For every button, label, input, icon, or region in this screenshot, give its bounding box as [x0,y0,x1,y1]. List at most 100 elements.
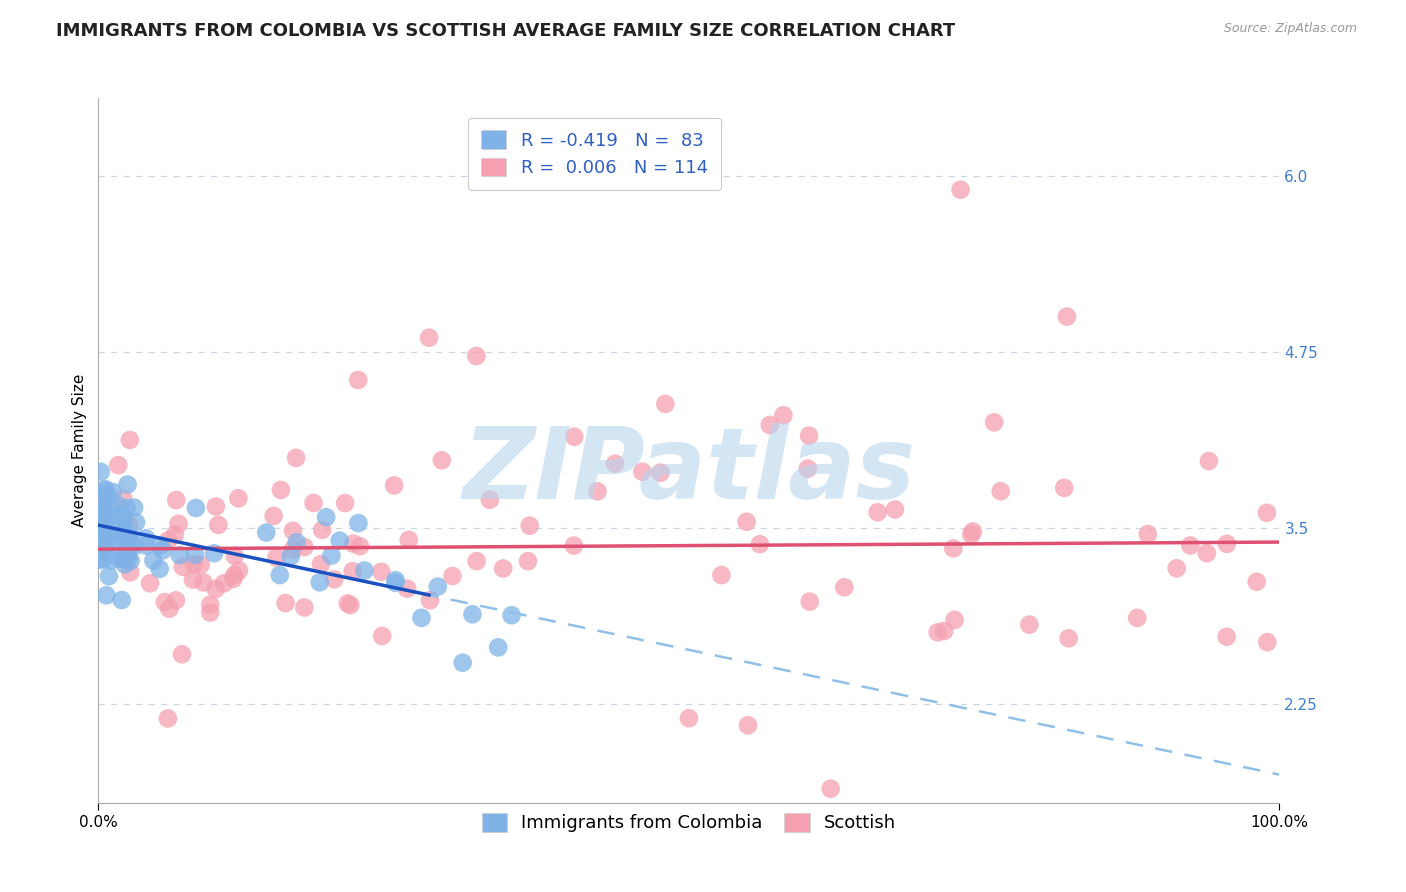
Point [207,517,229,532]
Point [112,551,135,566]
Point [737,718,759,732]
Point [96,510,118,524]
Point [274,596,297,610]
Point [94,483,117,497]
Point [942,541,965,556]
Point [631,465,654,479]
Point [98,528,121,542]
Point [90,465,112,479]
Point [292,540,315,554]
Point [108,551,131,566]
Point [228,491,250,506]
Point [419,593,441,607]
Point [315,510,337,524]
Point [349,539,371,553]
Point [135,531,157,545]
Point [167,516,190,531]
Point [384,573,406,587]
Point [107,458,129,472]
Point [149,562,172,576]
Point [370,565,392,579]
Point [353,564,375,578]
Point [398,533,420,547]
Point [1180,539,1202,553]
Point [172,559,194,574]
Point [96,588,118,602]
Point [371,629,394,643]
Point [170,647,193,661]
Point [202,546,225,560]
Point [820,781,842,796]
Point [1195,546,1218,560]
Point [98,526,121,541]
Point [94,543,117,558]
Point [118,541,141,556]
Point [321,549,343,563]
Point [650,466,672,480]
Point [93,508,115,522]
Point [384,575,406,590]
Point [112,491,135,506]
Point [117,477,139,491]
Point [943,613,966,627]
Point [285,450,308,465]
Point [254,525,277,540]
Point [1056,310,1078,324]
Point [342,536,364,550]
Point [157,602,180,616]
Point [281,542,304,557]
Point [1136,527,1159,541]
Point [960,527,983,541]
Point [104,533,127,547]
Point [114,547,136,561]
Point [654,397,676,411]
Point [285,535,308,549]
Point [115,500,138,515]
Point [308,575,330,590]
Point [118,533,141,547]
Point [329,533,352,548]
Point [184,548,207,562]
Point [118,433,141,447]
Point [107,499,129,513]
Point [163,527,186,541]
Point [135,539,157,553]
Point [934,624,956,638]
Point [115,552,138,566]
Point [157,533,180,548]
Point [927,625,949,640]
Point [735,515,758,529]
Point [347,373,370,387]
Point [799,594,821,608]
Point [224,549,246,563]
Point [1057,632,1080,646]
Point [382,478,405,492]
Point [149,538,172,552]
Point [91,525,114,540]
Point [222,572,245,586]
Point [112,510,135,524]
Point [87,553,110,567]
Point [1053,481,1076,495]
Point [270,483,292,497]
Point [94,523,117,537]
Point [430,453,453,467]
Point [205,500,228,514]
Legend: Immigrants from Colombia, Scottish: Immigrants from Colombia, Scottish [474,805,904,839]
Point [418,331,440,345]
Point [152,543,174,558]
Point [311,523,333,537]
Y-axis label: Average Family Size: Average Family Size [72,374,87,527]
Point [90,507,112,521]
Point [228,564,250,578]
Point [200,598,222,612]
Point [501,608,523,623]
Point [156,711,179,725]
Point [759,417,782,432]
Point [1018,617,1040,632]
Point [562,430,585,444]
Point [1198,454,1220,468]
Point [1215,630,1237,644]
Point [562,539,585,553]
Point [114,522,136,536]
